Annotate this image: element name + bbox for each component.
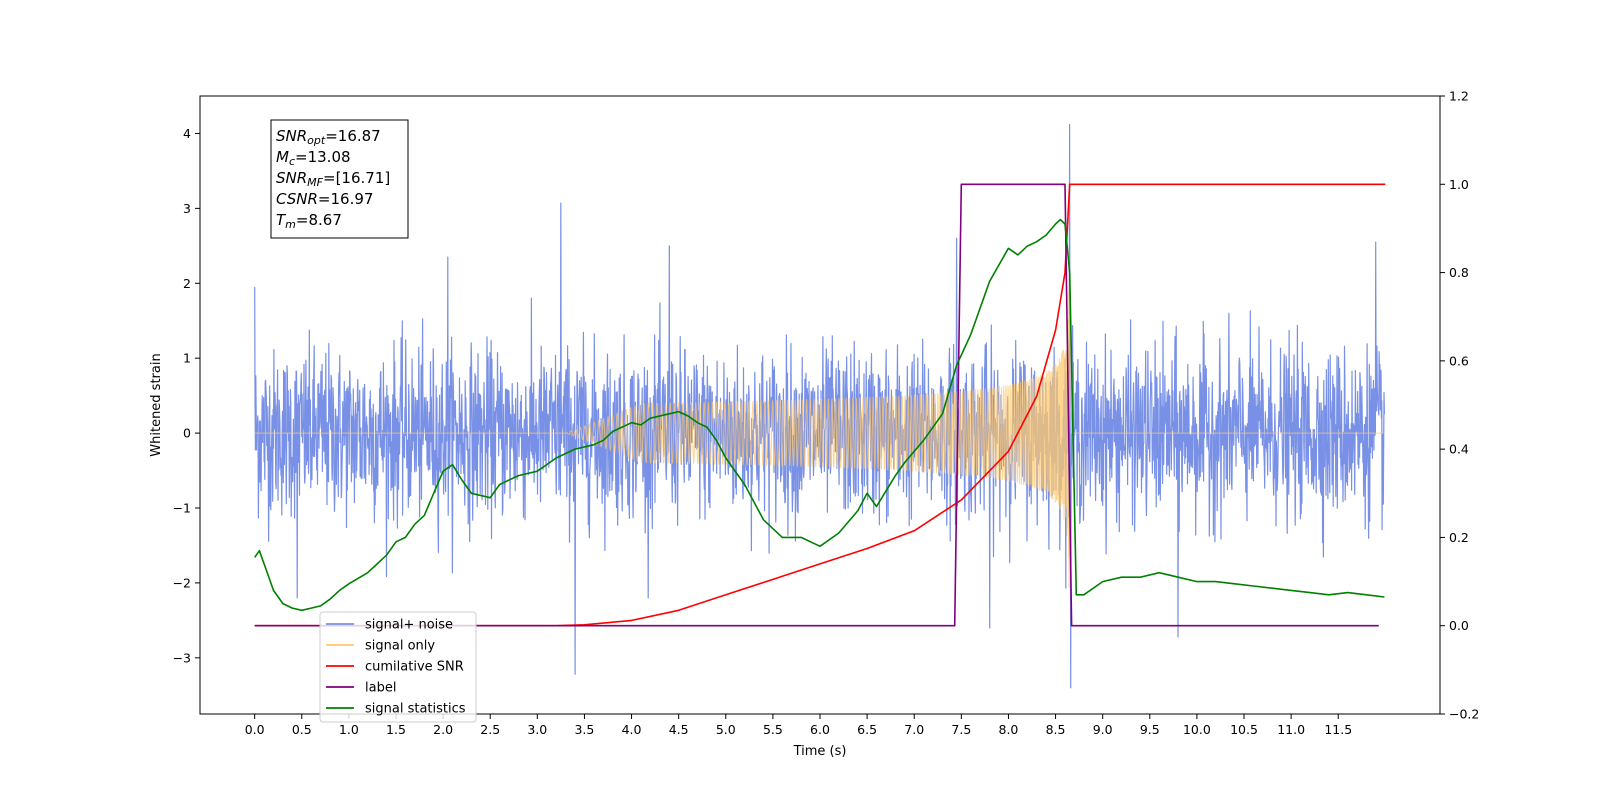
y-right-tick-label: 1.2 (1449, 89, 1469, 104)
x-tick-label: 4.5 (669, 722, 689, 737)
annotation-symbol: SNR (276, 127, 307, 145)
x-tick-label: 9.0 (1093, 722, 1113, 737)
y-axis-label-left: Whitened strain (149, 353, 164, 456)
y-right-tick-label: 1.0 (1449, 177, 1469, 192)
annotation-frame (270, 119, 409, 239)
annotation-line: SNRMF=[16.71] (276, 169, 390, 189)
legend-label: label (365, 681, 396, 696)
annotation-symbol: T (276, 211, 287, 229)
y-left-tick-label: 2 (183, 276, 191, 291)
series-signal-only (254, 274, 1383, 589)
annotation-line: SNRopt=16.87 (276, 127, 381, 147)
x-tick-label: 4.0 (622, 722, 642, 737)
x-axis-label: Time (s) (793, 744, 847, 759)
y-left-tick-label: −3 (173, 650, 191, 665)
y-left-tick-label: 0 (183, 426, 191, 441)
annotation-subscript: MF (307, 176, 323, 189)
y-right-tick-label: 0.0 (1449, 618, 1469, 633)
legend-label: cumilative SNR (365, 660, 464, 675)
legend-label: signal only (365, 639, 435, 654)
x-tick-label: 5.0 (716, 722, 736, 737)
legend-label: signal statistics (365, 702, 466, 717)
annotation-value: =16.97 (318, 190, 374, 208)
x-tick-label: 7.5 (951, 722, 971, 737)
x-tick-label: 6.5 (857, 722, 877, 737)
y-axis-right: −0.2 0.0 0.2 0.4 0.6 0.8 1.0 1.2 (1440, 89, 1479, 722)
y-right-tick-label: 0.6 (1449, 353, 1469, 368)
series-signal-noise (254, 123, 1385, 689)
x-tick-label: 1.5 (386, 722, 406, 737)
x-tick-label: 8.5 (1046, 722, 1066, 737)
y-axis-left: −3 −2 −1 0 1 2 3 4 (173, 126, 200, 665)
x-tick-label: 2.0 (433, 722, 453, 737)
x-tick-label: 8.0 (999, 722, 1019, 737)
y-right-tick-label: 0.8 (1449, 265, 1469, 280)
annotation-value: =13.08 (295, 148, 351, 166)
annotation-symbol: M (276, 148, 289, 166)
annotation-symbol: SNR (276, 169, 307, 187)
x-axis: 0.0 0.5 1.0 1.5 2.0 2.5 3.0 3.5 4.0 4.5 5.0 5.5 6.0 6… (245, 714, 1352, 737)
x-tick-label: 5.5 (763, 722, 783, 737)
x-tick-label: 11.0 (1277, 722, 1305, 737)
series-label (254, 183, 1379, 627)
x-tick-label: 0.0 (245, 722, 265, 737)
y-left-tick-label: −1 (173, 501, 191, 516)
annotation-subscript: m (285, 218, 296, 231)
legend-label: signal+ noise (365, 618, 453, 633)
x-tick-label: 2.5 (480, 722, 500, 737)
annotation-line: Mc=13.08 (276, 148, 351, 168)
series-signal-statistics (254, 218, 1385, 612)
x-tick-label: 10.5 (1230, 722, 1258, 737)
y-left-tick-label: 1 (183, 351, 191, 366)
x-tick-label: 0.5 (292, 722, 312, 737)
annotation-subscript: c (289, 155, 295, 168)
stats-annotation: SNRopt=16.87Mc=13.08SNRMF=[16.71]CSNR=16… (270, 119, 409, 239)
y-left-tick-label: 3 (183, 201, 191, 216)
x-tick-label: 3.0 (527, 722, 547, 737)
legend: signal+ noise signal only cumilative SNR la… (319, 611, 477, 723)
x-tick-label: 3.5 (574, 722, 594, 737)
annotation-line: CSNR=16.97 (276, 190, 373, 208)
legend-frame (319, 611, 477, 723)
series-layer (254, 123, 1386, 689)
annotation-value: =16.87 (325, 127, 381, 145)
annotation-value: =8.67 (296, 211, 342, 229)
annotation-line: Tm=8.67 (276, 211, 342, 231)
x-tick-label: 6.0 (810, 722, 830, 737)
y-right-tick-label: −0.2 (1449, 707, 1479, 722)
x-tick-label: 10.0 (1183, 722, 1211, 737)
x-tick-label: 11.5 (1324, 722, 1352, 737)
y-left-tick-label: −2 (173, 575, 191, 590)
y-right-tick-label: 0.2 (1449, 530, 1469, 545)
x-tick-label: 1.0 (339, 722, 359, 737)
annotation-subscript: opt (307, 134, 326, 147)
annotation-symbol: CSNR (276, 190, 318, 208)
y-left-tick-label: 4 (183, 126, 191, 141)
x-tick-label: 7.0 (904, 722, 924, 737)
y-right-tick-label: 0.4 (1449, 442, 1469, 457)
x-tick-label: 9.5 (1140, 722, 1160, 737)
annotation-value: =[16.71] (323, 169, 390, 187)
